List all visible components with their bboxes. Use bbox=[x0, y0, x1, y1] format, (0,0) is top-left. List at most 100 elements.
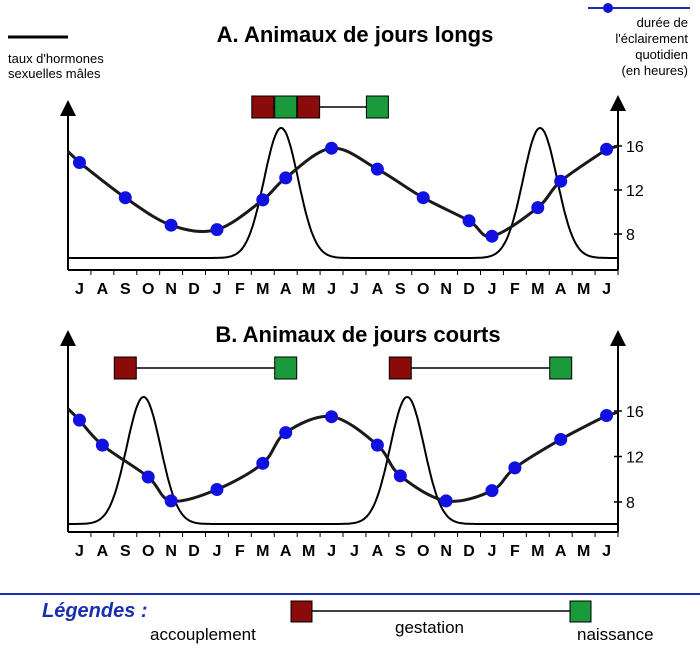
month-label: J bbox=[327, 543, 336, 560]
month-label: A bbox=[97, 543, 109, 560]
daylength-point bbox=[439, 494, 453, 508]
month-label: N bbox=[165, 543, 177, 560]
month-label: M bbox=[256, 543, 269, 560]
month-label: A bbox=[97, 281, 109, 298]
month-label: J bbox=[602, 543, 611, 560]
daylength-point bbox=[531, 201, 545, 215]
daylength-point bbox=[554, 174, 568, 188]
hormone-legend-label-2: sexuelles mâles bbox=[8, 66, 101, 81]
daylength-point bbox=[393, 469, 407, 483]
month-label: S bbox=[395, 281, 406, 298]
daylength-point bbox=[325, 410, 339, 424]
daylength-point bbox=[256, 456, 270, 470]
month-label: S bbox=[120, 281, 131, 298]
daylength-point bbox=[462, 214, 476, 228]
daylength-point bbox=[325, 141, 339, 155]
chart-a-title: A. Animaux de jours longs bbox=[217, 22, 494, 47]
month-label: A bbox=[555, 281, 567, 298]
month-label: F bbox=[510, 543, 520, 560]
month-label: A bbox=[280, 281, 292, 298]
y-tick-label: 12 bbox=[626, 183, 644, 200]
top-legend: taux d'hormones sexuelles mâles durée de… bbox=[8, 3, 690, 81]
daylength-point bbox=[600, 142, 614, 156]
month-label: J bbox=[213, 543, 222, 560]
daylength-point bbox=[416, 191, 430, 205]
daylength-point bbox=[164, 494, 178, 508]
month-label: J bbox=[75, 543, 84, 560]
month-label: J bbox=[350, 281, 359, 298]
month-label: S bbox=[395, 543, 406, 560]
hormone-legend-label-1: taux d'hormones bbox=[8, 51, 104, 66]
daylength-point bbox=[600, 409, 614, 423]
chart-a-events bbox=[251, 95, 389, 119]
daylength-point bbox=[118, 191, 132, 205]
month-label: O bbox=[417, 281, 429, 298]
month-label: D bbox=[188, 281, 200, 298]
daylength-point bbox=[279, 171, 293, 185]
bottom-legend: Légendes : accouplement gestation naissa… bbox=[0, 593, 700, 644]
mating-box bbox=[388, 356, 412, 380]
month-label: J bbox=[602, 281, 611, 298]
daylength-legend-label-3: quotidien bbox=[635, 47, 688, 62]
daylength-point bbox=[72, 156, 86, 169]
daylength-point bbox=[256, 193, 270, 207]
birth-box bbox=[549, 356, 573, 380]
daylength-point bbox=[485, 229, 499, 243]
birth-box bbox=[274, 356, 298, 380]
daylength-point bbox=[210, 482, 224, 496]
month-label: M bbox=[256, 281, 269, 298]
mating-box bbox=[113, 356, 137, 380]
daylength-point bbox=[485, 484, 499, 498]
daylength-legend-label-1: durée de bbox=[637, 15, 688, 30]
month-label: M bbox=[302, 543, 315, 560]
month-label: J bbox=[213, 281, 222, 298]
month-label: D bbox=[188, 543, 200, 560]
chart-b-events bbox=[113, 356, 573, 380]
month-label: M bbox=[577, 543, 590, 560]
chart-b-daylength-points bbox=[66, 407, 619, 508]
daylength-point bbox=[72, 413, 86, 427]
daylength-legend-label-4: (en heures) bbox=[622, 63, 688, 78]
month-label: N bbox=[440, 543, 452, 560]
month-label: D bbox=[463, 281, 475, 298]
month-label: M bbox=[531, 543, 544, 560]
month-label: A bbox=[372, 281, 384, 298]
month-label: M bbox=[531, 281, 544, 298]
daylength-point bbox=[554, 432, 568, 446]
chart-b-hormone-line bbox=[68, 395, 618, 525]
month-label: J bbox=[350, 543, 359, 560]
legend-gestation-label: gestation bbox=[395, 618, 464, 637]
month-label: F bbox=[235, 543, 245, 560]
daylength-point bbox=[164, 218, 178, 232]
month-label: F bbox=[235, 281, 245, 298]
legend-mating-label: accouplement bbox=[150, 625, 256, 644]
y-tick-label: 8 bbox=[626, 227, 635, 244]
y-tick-label: 12 bbox=[626, 450, 644, 467]
daylength-point bbox=[370, 438, 384, 452]
month-label: A bbox=[555, 543, 567, 560]
month-label: J bbox=[327, 281, 336, 298]
month-label: J bbox=[488, 281, 497, 298]
birth-box bbox=[274, 95, 298, 119]
chart-a-daylength-points bbox=[66, 141, 619, 243]
daylength-point bbox=[508, 461, 522, 475]
legend-birth-label: naissance bbox=[577, 625, 654, 644]
y-tick-label: 16 bbox=[626, 139, 644, 156]
month-label: J bbox=[488, 543, 497, 560]
chart-b-title: B. Animaux de jours courts bbox=[215, 322, 500, 347]
month-label: D bbox=[463, 543, 475, 560]
mating-box bbox=[251, 95, 275, 119]
daylength-point bbox=[370, 162, 384, 176]
month-label: M bbox=[577, 281, 590, 298]
month-label: A bbox=[372, 543, 384, 560]
month-label: O bbox=[417, 543, 429, 560]
daylength-point bbox=[279, 426, 293, 440]
month-label: O bbox=[142, 281, 154, 298]
month-label: M bbox=[302, 281, 315, 298]
month-label: S bbox=[120, 543, 131, 560]
